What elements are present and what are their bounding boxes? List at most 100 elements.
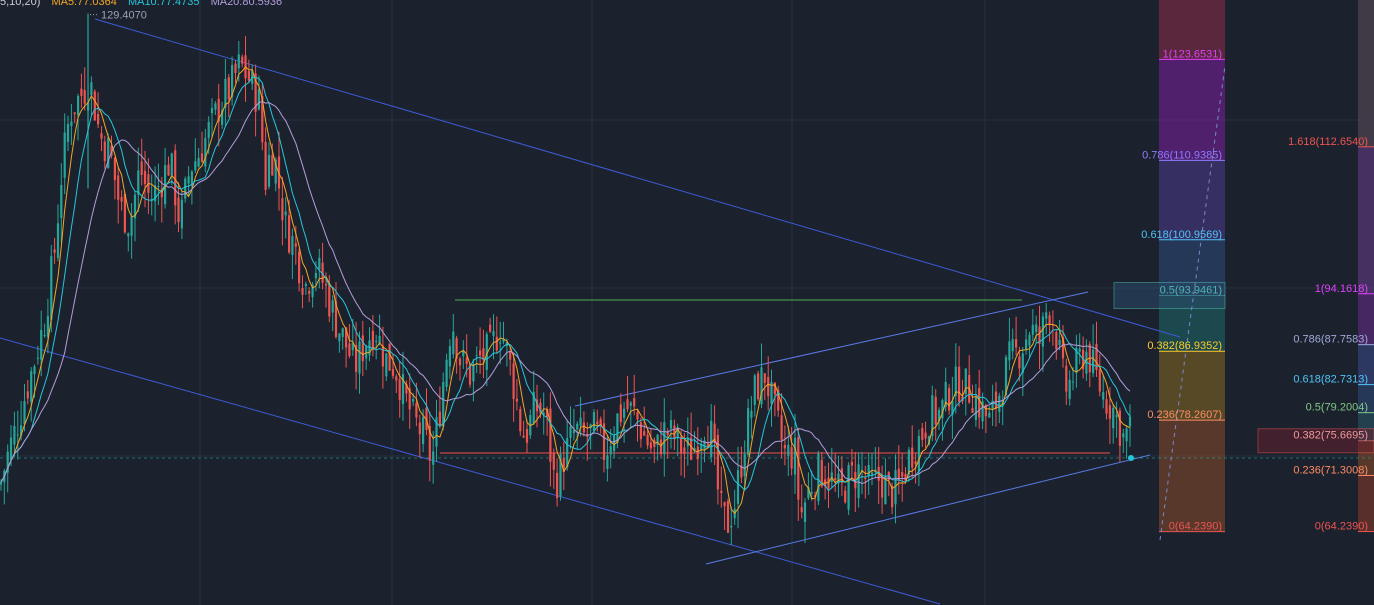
- candle-body: [499, 342, 502, 344]
- candle-body: [1058, 339, 1061, 346]
- fib-level-label: 0.618(100.9569): [1141, 229, 1222, 241]
- candle-body: [261, 96, 264, 143]
- candle-body: [1092, 349, 1095, 374]
- candle-body: [937, 410, 941, 422]
- candle-body: [412, 399, 415, 402]
- candle-body: [509, 351, 512, 360]
- candle-body: [482, 348, 485, 361]
- fib-zone: [1159, 0, 1225, 60]
- candle-body: [780, 415, 783, 440]
- candle-body: [971, 407, 974, 413]
- fib-zone: [1358, 384, 1374, 413]
- candle-body: [311, 284, 314, 298]
- candle-body: [542, 412, 545, 415]
- candle-body: [63, 132, 66, 178]
- candle-body: [472, 363, 475, 382]
- candle-body: [137, 170, 140, 195]
- candle-body: [998, 395, 1001, 412]
- candle-body: [1095, 343, 1098, 370]
- candle-body: [810, 492, 813, 494]
- candle-body: [1098, 369, 1101, 392]
- peak-marker: 129.4070: [90, 10, 147, 22]
- candle-body: [1055, 332, 1058, 350]
- candle-body: [914, 461, 917, 465]
- fib-level-label: 1.618(112.6540): [1288, 136, 1368, 148]
- candle-body: [140, 161, 143, 175]
- candle-body: [613, 435, 616, 452]
- candle-body: [515, 398, 518, 402]
- candle-body: [535, 399, 539, 412]
- candle-body: [556, 472, 559, 498]
- candle-body: [271, 155, 274, 176]
- candle-body: [582, 422, 585, 433]
- candle-body: [110, 145, 113, 156]
- candle-body: [817, 453, 820, 502]
- ma5-line: [0, 66, 1131, 515]
- candle-body: [948, 388, 951, 411]
- candle-body: [264, 141, 267, 190]
- candle-body: [422, 417, 425, 445]
- candle-body: [539, 402, 542, 414]
- candle-body: [167, 164, 170, 176]
- candle-body: [649, 442, 652, 449]
- candle-body: [83, 90, 86, 104]
- fib-zone: [1159, 420, 1225, 532]
- candle-body: [760, 367, 763, 405]
- candle-body: [468, 364, 472, 385]
- candle-body: [267, 154, 271, 187]
- candle-body: [790, 447, 793, 469]
- candle-body: [371, 330, 374, 350]
- candle-body: [1018, 356, 1021, 369]
- candle-body: [16, 434, 19, 436]
- candle-body: [398, 379, 401, 400]
- candle-body: [1035, 324, 1038, 333]
- candle-body: [97, 113, 100, 125]
- candle-body: [174, 150, 177, 206]
- candle-body: [408, 388, 411, 410]
- fib-zone: [1358, 146, 1374, 294]
- candle-body: [502, 339, 505, 342]
- candle-body: [703, 440, 706, 450]
- candle-body: [301, 288, 304, 295]
- candle-body: [1112, 407, 1115, 429]
- candle-body: [391, 369, 395, 376]
- candle-body: [783, 445, 786, 449]
- candle-body: [750, 410, 753, 418]
- ma5-label: MA5:77.0364: [51, 0, 117, 8]
- candle-body: [479, 350, 482, 356]
- candle-body: [318, 257, 321, 270]
- fib-zone: [1159, 351, 1225, 421]
- candle-body: [894, 470, 897, 505]
- candle-body: [639, 422, 642, 440]
- candle-body: [9, 437, 13, 460]
- candle-body: [572, 430, 575, 434]
- candle-body: [241, 56, 244, 64]
- fib-level-label: 0(64.2390): [1169, 521, 1222, 533]
- fib-zones: [1113, 0, 1374, 533]
- candle-body: [921, 427, 924, 440]
- candle-body: [901, 472, 904, 477]
- candle-body: [207, 122, 210, 138]
- candle-body: [519, 409, 522, 432]
- candle-body: [314, 272, 317, 279]
- candle-body: [797, 437, 800, 500]
- candle-body: [1028, 334, 1031, 346]
- candle-body: [723, 502, 726, 507]
- candle-body: [432, 451, 435, 465]
- candle-body: [820, 459, 823, 487]
- candle-body: [1071, 381, 1075, 383]
- candle-body: [345, 327, 348, 348]
- candle-body: [847, 465, 850, 510]
- candle-body: [197, 157, 200, 167]
- candle-body: [284, 211, 287, 216]
- candle-body: [217, 98, 220, 122]
- candle-body: [623, 408, 626, 418]
- candle-body: [562, 458, 565, 473]
- candle-body: [308, 291, 311, 294]
- fib-highlight-box: [1113, 281, 1226, 309]
- candle-body: [840, 468, 843, 483]
- candle-body: [690, 437, 693, 460]
- candle-body: [100, 133, 103, 139]
- candle-body: [599, 419, 602, 426]
